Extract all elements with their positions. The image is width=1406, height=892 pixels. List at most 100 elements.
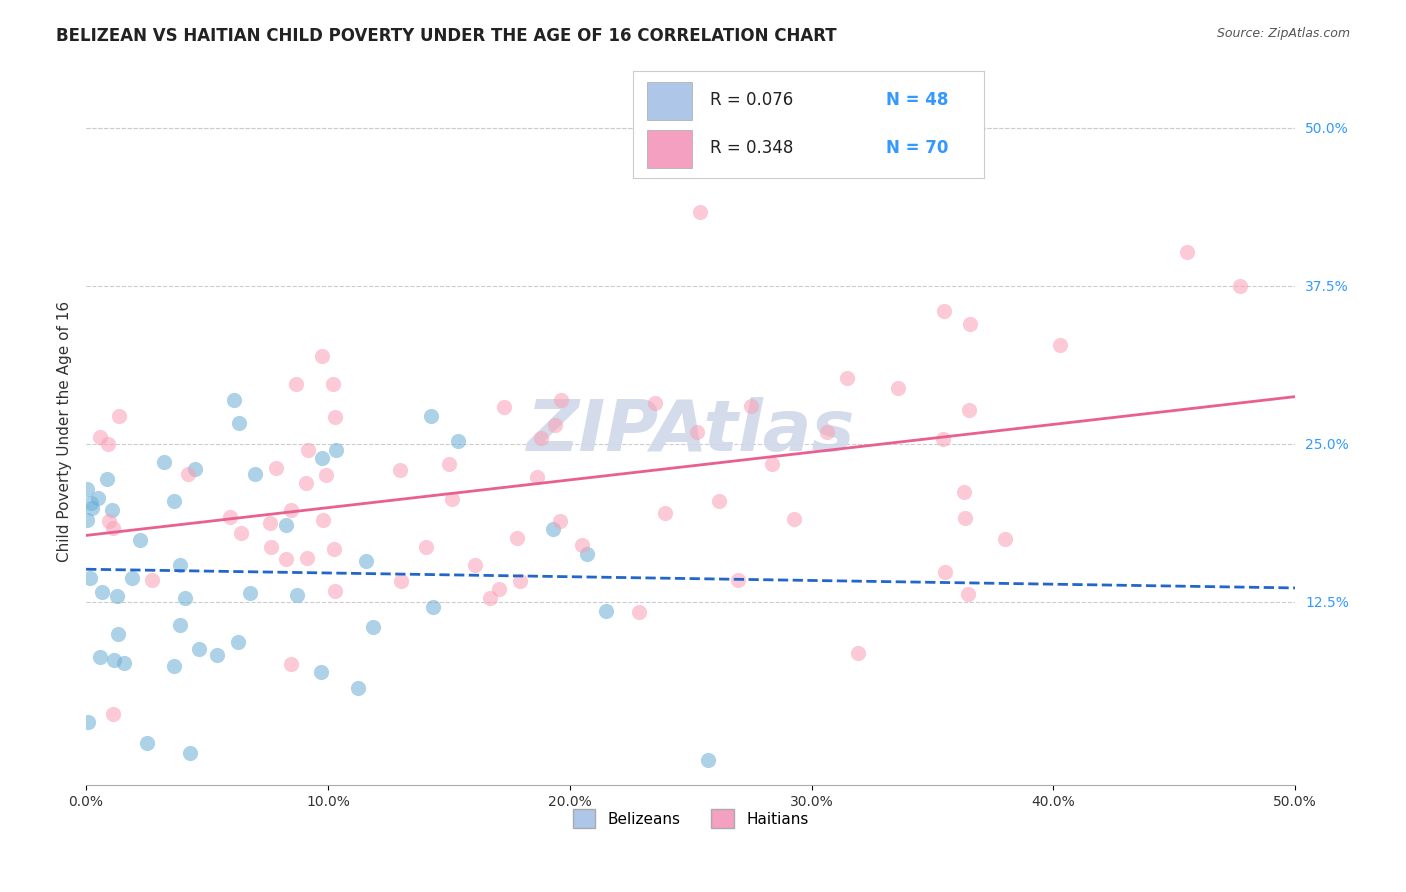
- Belizeans: [575, 547, 598, 561]
- Haitians: [259, 516, 281, 530]
- Haitians: [506, 531, 529, 545]
- Haitians: [654, 507, 676, 521]
- Belizeans: [136, 736, 159, 750]
- Belizeans: [184, 461, 207, 475]
- Belizeans: [422, 599, 444, 614]
- Haitians: [848, 646, 870, 660]
- Belizeans: [325, 443, 347, 458]
- Y-axis label: Child Poverty Under the Age of 16: Child Poverty Under the Age of 16: [58, 301, 72, 562]
- Haitians: [295, 476, 318, 491]
- Haitians: [932, 432, 955, 446]
- Haitians: [101, 707, 124, 722]
- Belizeans: [169, 558, 191, 572]
- Belizeans: [188, 642, 211, 657]
- Belizeans: [169, 617, 191, 632]
- Haitians: [815, 425, 838, 440]
- Belizeans: [91, 584, 114, 599]
- Belizeans: [80, 495, 103, 509]
- Haitians: [530, 431, 553, 445]
- Text: Source: ZipAtlas.com: Source: ZipAtlas.com: [1216, 27, 1350, 40]
- Haitians: [280, 502, 302, 516]
- Haitians: [280, 657, 302, 672]
- Haitians: [886, 381, 908, 395]
- Haitians: [284, 377, 307, 392]
- Belizeans: [361, 620, 384, 634]
- Haitians: [727, 573, 749, 587]
- Legend: Belizeans, Haitians: Belizeans, Haitians: [567, 803, 815, 834]
- Haitians: [783, 512, 806, 526]
- Haitians: [97, 514, 120, 528]
- Haitians: [388, 462, 411, 476]
- Haitians: [544, 417, 567, 432]
- Belizeans: [121, 571, 143, 585]
- Haitians: [266, 460, 288, 475]
- Belizeans: [163, 493, 186, 508]
- Bar: [647, 130, 692, 168]
- Haitians: [685, 425, 707, 440]
- Text: ZIPAtlas: ZIPAtlas: [526, 397, 855, 466]
- Bar: [647, 82, 692, 120]
- Belizeans: [174, 591, 197, 605]
- Belizeans: [129, 533, 152, 548]
- Haitians: [440, 491, 463, 506]
- Haitians: [934, 565, 956, 579]
- Haitians: [322, 377, 344, 392]
- Belizeans: [697, 753, 720, 767]
- Haitians: [1229, 278, 1251, 293]
- Haitians: [550, 514, 572, 528]
- Haitians: [389, 574, 412, 588]
- Haitians: [526, 470, 548, 484]
- Haitians: [488, 582, 510, 596]
- Haitians: [311, 513, 333, 527]
- Belizeans: [228, 417, 250, 431]
- Haitians: [108, 409, 131, 423]
- Belizeans: [76, 482, 98, 496]
- Haitians: [644, 395, 666, 409]
- Belizeans: [243, 467, 266, 482]
- Belizeans: [153, 455, 176, 469]
- Haitians: [464, 558, 486, 573]
- Belizeans: [87, 491, 110, 505]
- Belizeans: [222, 393, 245, 408]
- Text: N = 70: N = 70: [886, 139, 948, 157]
- Haitians: [101, 520, 124, 534]
- Haitians: [994, 533, 1017, 547]
- Belizeans: [274, 517, 297, 532]
- Belizeans: [420, 409, 443, 423]
- Haitians: [177, 467, 200, 482]
- Text: R = 0.076: R = 0.076: [710, 91, 793, 109]
- Belizeans: [76, 512, 98, 526]
- Haitians: [740, 400, 762, 414]
- Haitians: [957, 403, 980, 417]
- Haitians: [956, 586, 979, 600]
- Haitians: [1049, 338, 1071, 352]
- Haitians: [89, 430, 111, 444]
- Belizeans: [309, 665, 332, 679]
- Haitians: [959, 317, 981, 331]
- Belizeans: [79, 571, 101, 585]
- Haitians: [953, 511, 976, 525]
- Haitians: [415, 540, 437, 554]
- Haitians: [297, 442, 319, 457]
- Belizeans: [226, 635, 249, 649]
- Haitians: [707, 494, 730, 508]
- Haitians: [323, 409, 346, 424]
- Haitians: [627, 605, 650, 619]
- Haitians: [97, 437, 120, 451]
- Belizeans: [101, 503, 124, 517]
- Haitians: [276, 551, 298, 566]
- Belizeans: [103, 653, 125, 667]
- Haitians: [439, 457, 461, 471]
- Belizeans: [239, 586, 262, 600]
- Haitians: [1177, 244, 1199, 259]
- Haitians: [509, 574, 531, 589]
- Belizeans: [346, 681, 368, 695]
- Belizeans: [96, 472, 118, 486]
- Belizeans: [311, 450, 333, 465]
- Haitians: [953, 485, 976, 500]
- Belizeans: [77, 714, 100, 729]
- Belizeans: [595, 604, 617, 618]
- Belizeans: [89, 650, 111, 665]
- Haitians: [479, 591, 502, 605]
- Haitians: [231, 525, 253, 540]
